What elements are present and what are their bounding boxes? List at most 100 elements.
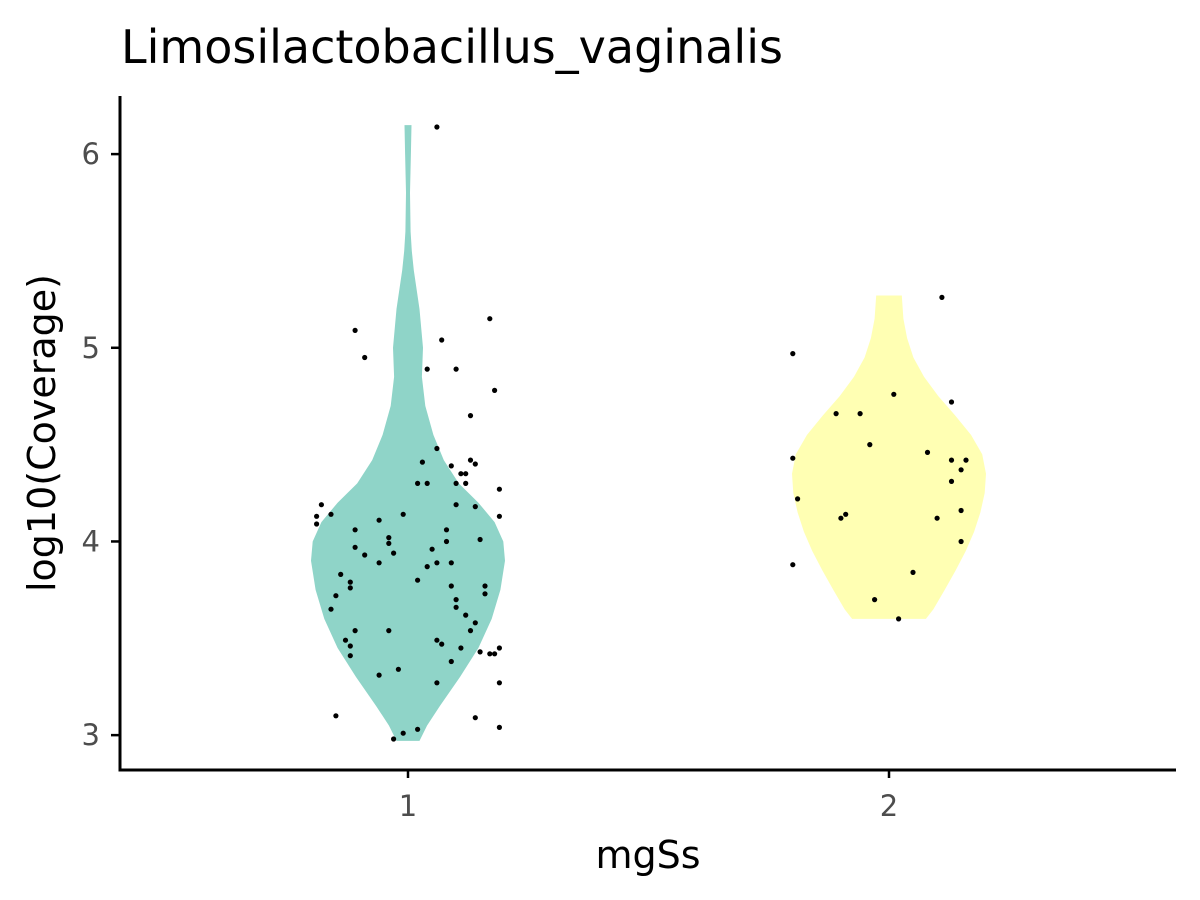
data-point-g2-4 <box>833 411 839 417</box>
data-point-g1-10 <box>352 544 358 550</box>
data-point-g2-13 <box>924 449 931 455</box>
data-point-g2-11 <box>891 391 897 397</box>
data-point-g2-19 <box>958 467 964 473</box>
data-point-g1-67 <box>482 591 488 597</box>
data-point-g1-43 <box>463 471 469 477</box>
data-point-g1-26 <box>391 736 397 742</box>
data-point-g1-79 <box>352 327 358 333</box>
data-point-g1-37 <box>443 527 450 533</box>
data-point-g2-15 <box>939 294 945 300</box>
data-point-g1-69 <box>472 504 478 510</box>
data-point-g1-7 <box>347 579 353 585</box>
data-point-g1-41 <box>458 471 464 477</box>
data-point-g1-4 <box>338 571 344 578</box>
data-point-g1-34 <box>424 564 430 570</box>
data-point-g1-13 <box>376 560 382 566</box>
data-point-g1-35 <box>429 546 435 552</box>
data-point-g1-17 <box>400 511 406 517</box>
data-point-g1-28 <box>415 726 421 732</box>
data-point-g1-53 <box>439 641 445 647</box>
data-point-g1-9 <box>352 527 358 533</box>
data-point-g1-11 <box>362 552 368 558</box>
violin-group-2 <box>792 295 986 619</box>
data-point-g1-71 <box>496 513 502 519</box>
data-point-g1-1 <box>314 513 320 519</box>
data-point-g2-9 <box>872 597 878 603</box>
y-tick-label-3: 3 <box>82 718 100 752</box>
data-point-g1-18 <box>352 628 358 634</box>
violins-layer <box>311 125 986 741</box>
data-point-g2-3 <box>790 562 796 568</box>
y-tick-label-4: 4 <box>82 524 100 558</box>
data-point-g1-6 <box>328 606 334 612</box>
data-point-g1-61 <box>492 651 498 657</box>
data-point-g1-36 <box>434 560 440 566</box>
data-point-g1-72 <box>492 387 498 393</box>
data-point-g1-49 <box>463 612 469 618</box>
data-point-g1-60 <box>487 651 493 657</box>
data-point-g1-27 <box>400 730 406 736</box>
data-point-g1-59 <box>477 649 483 655</box>
data-point-g1-50 <box>467 628 474 634</box>
data-point-g1-63 <box>496 680 502 686</box>
data-point-g2-18 <box>948 478 955 484</box>
data-point-g1-44 <box>467 457 474 463</box>
y-axis-title: log10(Coverage) <box>20 274 64 592</box>
data-point-g1-56 <box>434 680 440 686</box>
data-point-g1-30 <box>415 480 421 486</box>
data-point-g1-51 <box>448 583 454 589</box>
data-point-g1-74 <box>467 413 474 419</box>
data-point-g1-38 <box>443 538 450 545</box>
data-point-g2-20 <box>963 457 969 463</box>
data-point-g1-23 <box>395 666 401 672</box>
data-point-g1-75 <box>453 366 459 372</box>
data-point-g1-29 <box>415 577 421 583</box>
data-point-g1-22 <box>376 672 382 678</box>
data-point-g1-52 <box>434 637 440 643</box>
data-point-g1-31 <box>424 480 430 486</box>
data-point-g1-42 <box>453 480 459 486</box>
data-point-g2-14 <box>934 515 940 521</box>
data-point-g1-58 <box>472 715 478 721</box>
data-point-g1-48 <box>453 604 459 610</box>
data-point-g1-0 <box>318 502 324 508</box>
data-point-g1-15 <box>386 540 392 547</box>
data-point-g1-73 <box>487 316 493 322</box>
data-point-g1-24 <box>386 628 392 634</box>
data-point-g2-6 <box>843 511 849 517</box>
data-point-g1-65 <box>477 536 483 543</box>
data-point-g1-64 <box>496 724 502 731</box>
data-point-g2-22 <box>958 538 964 545</box>
data-point-g1-57 <box>472 620 478 626</box>
data-point-g2-2 <box>795 496 801 502</box>
data-point-g1-19 <box>342 637 349 643</box>
data-point-g1-70 <box>496 486 502 492</box>
x-tick-label-2: 2 <box>880 789 898 823</box>
data-point-g1-66 <box>482 583 488 589</box>
data-point-g1-62 <box>496 645 502 651</box>
data-point-g2-16 <box>948 399 955 405</box>
data-point-g2-5 <box>838 515 844 521</box>
data-point-g1-32 <box>434 445 440 452</box>
x-tick-label-1: 1 <box>399 789 417 823</box>
data-point-g2-17 <box>948 457 955 463</box>
chart-title: Limosilactobacillus_vaginalis <box>121 20 783 74</box>
data-point-g1-12 <box>376 517 382 523</box>
data-point-g2-8 <box>867 442 873 448</box>
data-point-g1-25 <box>333 713 339 719</box>
data-point-g2-7 <box>857 411 863 417</box>
data-point-g1-8 <box>347 585 353 591</box>
data-point-g2-12 <box>910 569 916 576</box>
data-point-g1-77 <box>424 366 430 372</box>
data-point-g1-76 <box>439 337 445 343</box>
data-point-g1-68 <box>472 461 478 467</box>
data-point-g1-20 <box>347 643 353 649</box>
data-point-g1-47 <box>453 597 459 603</box>
data-point-g1-3 <box>328 511 334 517</box>
y-axis-ticks: 3 4 5 6 <box>82 137 120 752</box>
data-point-g1-78 <box>362 354 368 361</box>
y-tick-label-5: 5 <box>82 331 100 365</box>
data-point-g1-40 <box>453 502 459 508</box>
data-point-g1-21 <box>347 653 353 659</box>
data-point-g1-39 <box>448 463 454 469</box>
